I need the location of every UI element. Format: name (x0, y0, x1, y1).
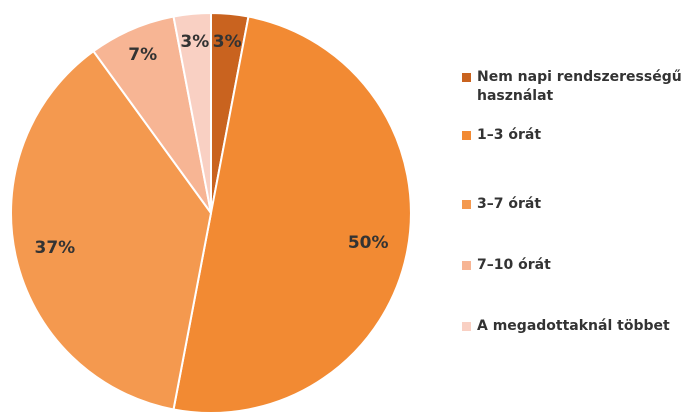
legend-label: A megadottaknál többet (477, 318, 670, 334)
pie-slice (172, 11, 212, 214)
legend-swatch (462, 73, 471, 82)
legend-label: 7–10 órát (477, 257, 551, 273)
legend-item: Nem napi rendszerességű használat (462, 68, 694, 106)
legend-item: A megadottaknál többet (462, 317, 694, 336)
legend-swatch (462, 322, 471, 331)
data-label: 3% (213, 32, 242, 52)
data-label: 50% (348, 233, 389, 253)
pie-slice (172, 15, 412, 414)
legend-swatch (462, 200, 471, 209)
data-label: 7% (128, 45, 157, 65)
legend-label: 1–3 órát (477, 127, 542, 143)
legend-item: 3–7 órát (462, 195, 694, 214)
legend-item: 1–3 órát (462, 126, 694, 145)
pie-slice (10, 49, 213, 411)
legend-swatch (462, 261, 471, 270)
data-label: 3% (180, 32, 209, 52)
legend-label: Nem napi rendszerességű használat (477, 69, 682, 104)
data-label: 37% (35, 238, 76, 258)
legend-swatch (462, 131, 471, 140)
legend-item: 7–10 órát (462, 256, 694, 275)
legend-label: 3–7 órát (477, 196, 542, 212)
